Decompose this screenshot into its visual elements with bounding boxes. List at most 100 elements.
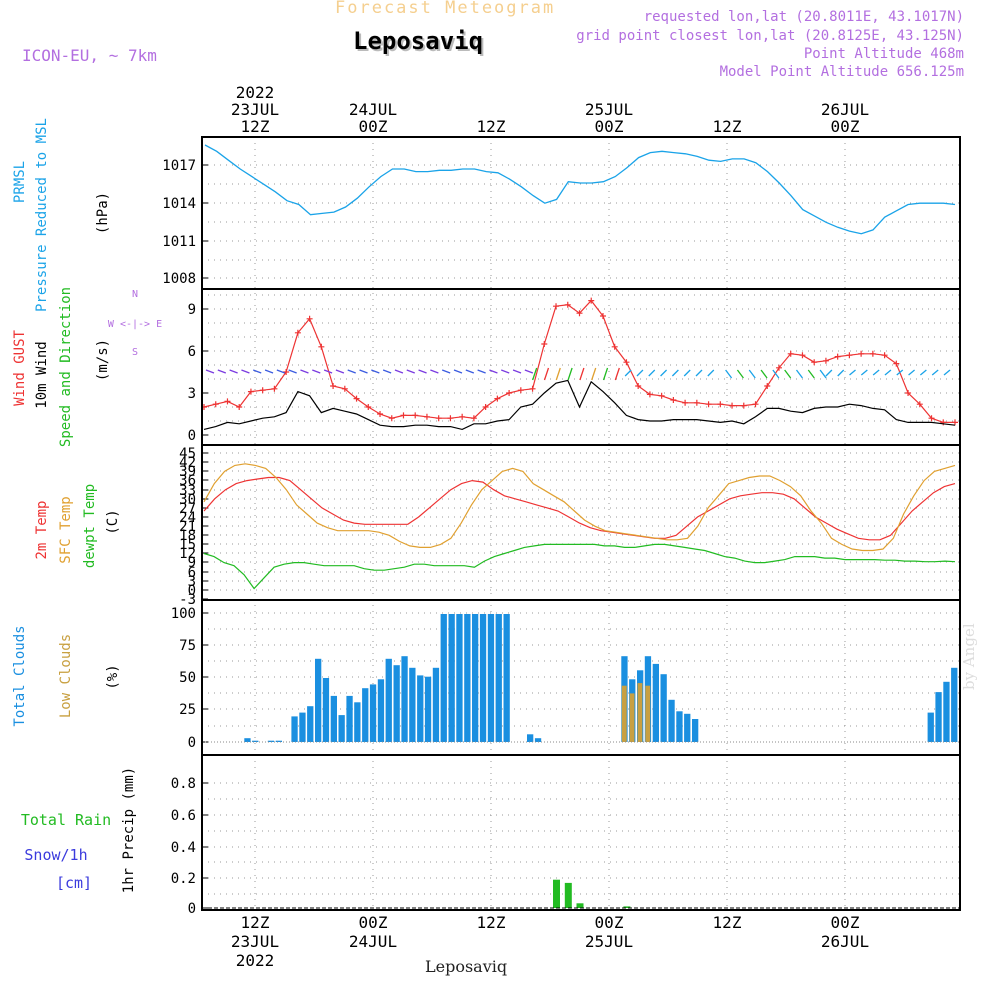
dewpt-label: dewpt Temp: [82, 484, 98, 568]
wind-gust-marker: [693, 399, 700, 406]
wind-gust-marker: [224, 398, 231, 405]
total-cloud-bar: [299, 712, 306, 742]
total-cloud-bar: [495, 614, 502, 742]
wind-direction-arrow: [300, 369, 309, 374]
wind-gust-marker: [353, 395, 360, 402]
wind-direction-arrow: [648, 369, 656, 377]
wind-direction-arrow: [908, 369, 915, 376]
total-cloud-bar: [440, 614, 447, 742]
wind-ytick-label: 3: [188, 386, 196, 402]
wind-direction-arrow: [624, 369, 632, 377]
bottom-time-label: 25JUL: [585, 932, 633, 951]
bottom-time-label: 00Z: [831, 913, 860, 932]
wind-gust-marker: [822, 357, 829, 364]
total-clouds-label: Total Clouds: [12, 625, 28, 726]
low-cloud-bar: [645, 685, 651, 742]
temperature-ytick-label: 21: [179, 519, 196, 535]
wind-gust-marker: [294, 329, 301, 336]
total-cloud-bar: [676, 711, 683, 742]
rain-bar: [623, 906, 631, 908]
wind-direction-arrow: [229, 369, 238, 374]
requested-coords: requested lon,lat (20.8011E, 43.1017N): [643, 9, 964, 25]
bottom-time-label: 00Z: [595, 913, 624, 932]
clouds-unit: (%): [105, 664, 121, 689]
temperature-ytick-label: 39: [179, 464, 196, 480]
wind-gust-marker: [541, 341, 548, 347]
bottom-time-label: 2022: [236, 951, 275, 970]
temperature-ytick-label: 15: [179, 537, 196, 553]
top-time-label: 00Z: [831, 117, 860, 136]
footer-location: Leposaviq: [425, 957, 508, 976]
wind-gust-marker: [893, 360, 900, 367]
compass-we: W <-|-> E: [108, 319, 162, 330]
wind-direction-arrow: [217, 369, 227, 374]
temperature-ytick-label: 27: [179, 501, 196, 517]
pressure-ytick-label: 1008: [162, 271, 196, 287]
temperature-ytick-label: 36: [179, 473, 196, 489]
model-label: ICON-EU, ~ 7km: [22, 46, 157, 65]
total-cloud-bar: [315, 658, 322, 742]
wind-gust-marker: [529, 385, 536, 392]
wind-direction-arrow: [418, 369, 427, 374]
location-title: Leposaviq: [353, 27, 484, 55]
total-cloud-bar: [652, 663, 659, 742]
pressure-ytick-label: 1017: [162, 158, 196, 174]
wind-gust-marker: [682, 399, 689, 406]
bottom-time-label: 23JUL: [231, 932, 279, 951]
clouds-ytick-label: 50: [179, 670, 196, 686]
wind-direction-arrow: [825, 369, 833, 377]
wind-ytick-label: 9: [188, 302, 196, 318]
total-cloud-bar: [534, 738, 542, 742]
wind-direction-arrow: [807, 369, 815, 379]
total-cloud-bar: [354, 702, 361, 742]
total-cloud-bar: [527, 734, 534, 742]
wind-direction-arrow: [465, 369, 475, 374]
total-cloud-bar: [935, 692, 942, 742]
temp-unit: (C): [105, 509, 121, 534]
wind-direction-arrow: [837, 369, 845, 377]
total-cloud-bar: [464, 614, 471, 742]
total-cloud-bar: [369, 684, 377, 742]
snow-unit-label: [cm]: [56, 874, 92, 892]
wind-gust-marker: [799, 352, 806, 359]
wind-gust-marker: [365, 404, 372, 410]
total-cloud-bar: [252, 740, 259, 742]
pressure-ytick-label: 1014: [162, 196, 196, 212]
top-time-label: 23JUL: [231, 100, 279, 119]
wind-gust-marker: [869, 350, 876, 357]
wind-gust-marker: [729, 402, 736, 409]
grid-point-coords: grid point closest lon,lat (20.8125E, 43…: [576, 28, 964, 44]
wind-gust-marker: [494, 395, 501, 402]
temperature-ytick-label: 33: [179, 483, 196, 499]
low-cloud-bar: [629, 693, 635, 742]
wind-direction-arrow: [335, 369, 345, 374]
wind-direction-arrow: [394, 369, 404, 374]
low-clouds-label: Low Clouds: [58, 634, 74, 718]
temp-line-2m: [203, 476, 956, 541]
total-cloud-bar: [943, 681, 950, 742]
wind-direction-arrow: [347, 369, 356, 374]
wind-gust-marker: [564, 301, 571, 308]
total-cloud-bar: [377, 679, 385, 742]
total-cloud-bar: [432, 667, 440, 742]
total-cloud-bar: [307, 706, 314, 742]
wind-direction-arrow: [772, 369, 780, 379]
top-time-label: 24JUL: [349, 100, 397, 119]
wind-direction-arrow: [501, 369, 510, 374]
total-cloud-bar: [472, 614, 479, 742]
total-cloud-bar: [456, 614, 463, 742]
wind-gust-marker: [412, 412, 419, 419]
wind-direction-arrow: [725, 369, 733, 379]
total-cloud-bar: [346, 695, 353, 742]
bottom-time-label: 12Z: [713, 913, 742, 932]
temperature-ytick-label: 18: [179, 528, 196, 544]
wind-direction-arrow: [660, 369, 668, 377]
total-cloud-bar: [424, 676, 432, 742]
wind-direction-arrow: [636, 369, 644, 377]
temperature-ytick-label: 30: [179, 492, 196, 508]
wind-direction-arrow: [931, 369, 939, 376]
total-cloud-bar: [267, 740, 275, 742]
total-cloud-bar: [362, 688, 369, 742]
total-cloud-bar: [385, 658, 392, 742]
wind-gust-marker: [646, 391, 653, 398]
